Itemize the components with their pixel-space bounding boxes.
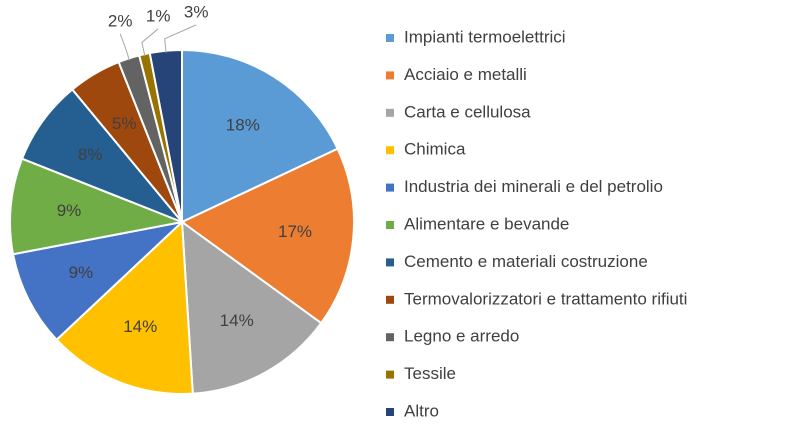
- legend-swatch: [386, 71, 394, 80]
- leader-line: [164, 24, 197, 53]
- data-label: 3%: [184, 2, 209, 21]
- leader-line: [119, 33, 130, 61]
- data-label: 14%: [220, 311, 254, 330]
- legend-label: Legno e arredo: [404, 327, 519, 346]
- pie-slice: [11, 220, 186, 342]
- legend-swatch: [386, 333, 394, 342]
- pie-slice: [9, 157, 186, 256]
- legend-swatch: [386, 295, 394, 304]
- legend-swatch: [386, 408, 394, 416]
- data-label: 1%: [146, 6, 171, 25]
- legend-label: Acciaio e metalli: [404, 65, 527, 84]
- pie-slice: [180, 147, 355, 325]
- legend-swatch: [386, 183, 394, 192]
- legend-swatch: [386, 221, 394, 229]
- data-label: 14%: [123, 317, 157, 336]
- legend-label: Impianti termoelettrici: [404, 27, 566, 46]
- legend-swatch: [386, 108, 394, 117]
- data-label: 8%: [78, 145, 103, 164]
- legend-label: Termovalorizzatori e trattamento rifiuti: [404, 289, 687, 308]
- pie-slice: [181, 48, 339, 224]
- data-label: 18%: [226, 116, 260, 135]
- legend-label: Carta e cellulosa: [404, 102, 531, 121]
- legend-swatch: [386, 34, 394, 42]
- leader-line: [141, 28, 159, 57]
- pie-slice: [55, 219, 194, 395]
- legend-swatch: [386, 370, 394, 379]
- data-label: 5%: [112, 114, 137, 133]
- data-label: 9%: [69, 263, 94, 282]
- data-label: 17%: [278, 222, 312, 241]
- legend-label: Tessile: [404, 364, 456, 383]
- legend-label: Industria dei minerali e del petrolio: [404, 177, 663, 196]
- data-label: 2%: [108, 11, 133, 30]
- pie-slice: [180, 219, 323, 395]
- legend-swatch: [386, 258, 394, 267]
- legend-label: Chimica: [404, 140, 466, 159]
- legend-label: Cemento e materiali costruzione: [404, 252, 648, 271]
- legend-label: Alimentare e bevande: [404, 214, 569, 233]
- data-label: 9%: [57, 201, 82, 220]
- legend-swatch: [386, 146, 394, 155]
- legend-label: Altro: [404, 401, 439, 420]
